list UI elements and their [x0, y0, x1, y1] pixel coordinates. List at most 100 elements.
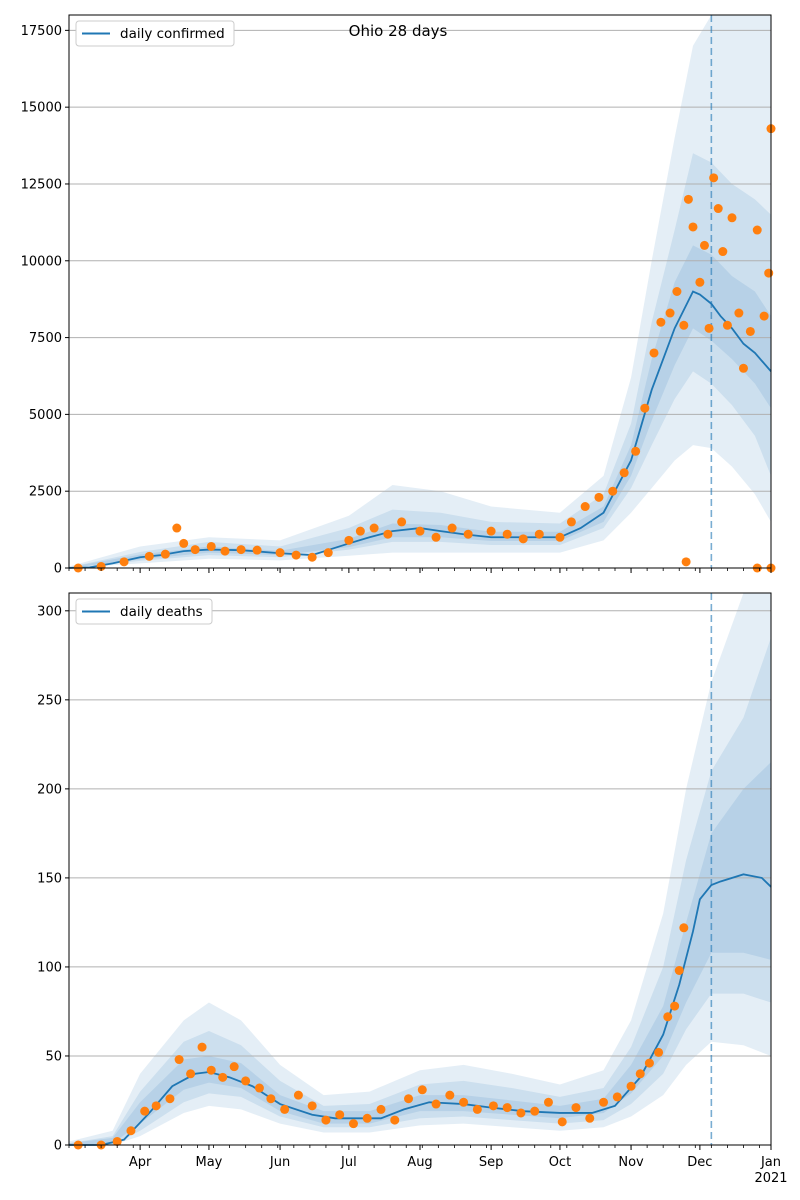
confirmed-point: [566, 517, 576, 527]
confirmed-point: [695, 277, 705, 287]
deaths-point: [472, 1104, 482, 1114]
deaths-point: [335, 1110, 345, 1120]
confirmed-point: [383, 529, 393, 539]
confirmed-point: [344, 535, 354, 545]
deaths-point: [543, 1097, 553, 1107]
deaths-point: [599, 1097, 609, 1107]
confirmed-point: [727, 213, 737, 223]
confirmed-point: [447, 523, 457, 533]
deaths-point: [585, 1113, 595, 1123]
confirmed-ytick-label: 2500: [29, 485, 62, 500]
confirmed-ytick-label: 15000: [21, 101, 62, 116]
confirmed-point: [764, 268, 774, 278]
confirmed-point: [397, 517, 407, 527]
deaths-xtick-label: May: [195, 1155, 222, 1170]
deaths-ytick-label: 250: [37, 693, 62, 708]
confirmed-point: [534, 529, 544, 539]
deaths-point: [376, 1104, 386, 1114]
deaths-year-label: 2021: [754, 1171, 787, 1186]
confirmed-ytick-label: 10000: [21, 254, 62, 269]
confirmed-point: [679, 320, 689, 330]
deaths-point: [674, 965, 684, 975]
deaths-point: [516, 1108, 526, 1118]
confirmed-point: [291, 550, 301, 560]
deaths-ytick-label: 50: [45, 1049, 62, 1064]
confirmed-point: [179, 538, 189, 548]
confirmed-ytick-label: 0: [54, 562, 62, 577]
confirmed-point: [323, 548, 333, 558]
deaths-point: [140, 1106, 150, 1116]
deaths-point: [241, 1076, 251, 1086]
confirmed-point: [119, 557, 129, 567]
confirmed-point: [275, 548, 285, 558]
deaths-point: [254, 1083, 264, 1093]
deaths-point: [229, 1062, 239, 1072]
deaths-point: [280, 1104, 290, 1114]
confirmed-ytick-label: 17500: [21, 24, 62, 39]
legend-label-deaths: daily deaths: [120, 604, 203, 620]
confirmed-bands: [69, 15, 771, 568]
confirmed-band-outer: [69, 15, 771, 568]
confirmed-band-mid: [69, 153, 771, 568]
confirmed-point: [681, 557, 691, 567]
confirmed-point: [709, 173, 719, 183]
confirmed-median-path: [68, 290, 772, 569]
deaths-point: [612, 1092, 622, 1102]
deaths-point: [530, 1106, 540, 1116]
deaths-point: [197, 1042, 207, 1052]
deaths-xtick-label: Dec: [687, 1155, 712, 1170]
confirmed-point: [704, 323, 714, 333]
deaths-point: [126, 1126, 136, 1136]
confirmed-panel: 0 2500 5000 7500 10000 12500 15000 17500 daily …: [21, 14, 776, 577]
confirmed-point: [144, 551, 154, 561]
deaths-point: [663, 1012, 673, 1022]
confirmed-ytick-label: 5000: [29, 408, 62, 423]
confirmed-legend: daily confirmed: [75, 20, 235, 47]
confirmed-point: [518, 534, 528, 544]
deaths-point: [174, 1055, 184, 1065]
confirmed-point: [752, 225, 762, 235]
deaths-point: [266, 1094, 276, 1104]
deaths-point: [348, 1119, 358, 1129]
confirmed-point: [502, 529, 512, 539]
legend-label-confirmed: daily confirmed: [120, 26, 225, 42]
confirmed-point: [463, 529, 473, 539]
deaths-point: [654, 1047, 664, 1057]
deaths-ytick-label: 200: [37, 782, 62, 797]
confirmed-point: [172, 523, 182, 533]
deaths-xtick-label: Aug: [407, 1155, 432, 1170]
confirmed-point: [415, 526, 425, 536]
confirmed-point: [220, 546, 230, 556]
deaths-band-outer: [69, 593, 771, 1145]
deaths-xtick-label: Sep: [479, 1155, 504, 1170]
deaths-band-inner: [69, 762, 771, 1145]
deaths-ytick-label: 100: [37, 960, 62, 975]
confirmed-point: [431, 532, 441, 542]
deaths-point: [635, 1069, 645, 1079]
confirmed-point: [631, 446, 641, 456]
confirmed-point: [713, 204, 723, 214]
confirmed-point: [555, 532, 565, 542]
confirmed-ytick-label: 7500: [29, 331, 62, 346]
confirmed-point: [190, 545, 200, 555]
deaths-point: [218, 1072, 228, 1082]
confirmed-point: [759, 311, 769, 321]
confirmed-point: [734, 308, 744, 318]
confirmed-point: [608, 486, 618, 496]
deaths-point: [307, 1101, 317, 1111]
confirmed-point: [160, 549, 170, 559]
deaths-xtick-label: Apr: [129, 1155, 152, 1170]
deaths-point: [445, 1090, 455, 1100]
deaths-point: [488, 1101, 498, 1111]
deaths-ytick-label: 300: [37, 604, 62, 619]
confirmed-point: [486, 526, 496, 536]
deaths-point: [670, 1001, 680, 1011]
deaths-ytick-label: 0: [54, 1139, 62, 1154]
deaths-xtick-label: Jan: [760, 1155, 781, 1170]
deaths-band-mid: [69, 637, 771, 1145]
deaths-xtick-label: Jul: [340, 1155, 357, 1170]
confirmed-point: [699, 240, 709, 250]
deaths-point: [459, 1097, 469, 1107]
deaths-point: [362, 1113, 372, 1123]
